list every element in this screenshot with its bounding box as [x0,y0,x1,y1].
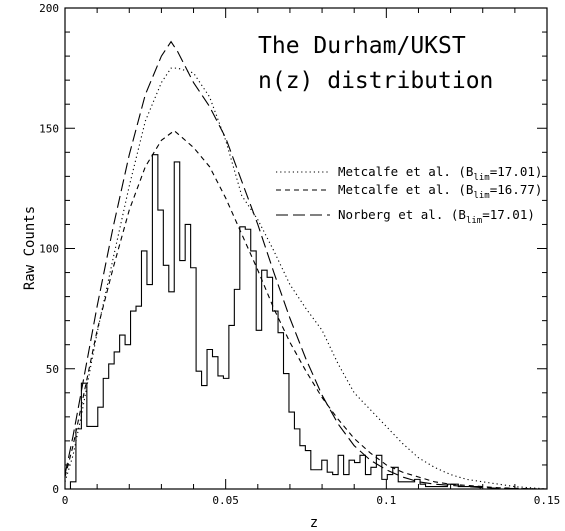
y-axis-title: Raw Counts [22,206,38,290]
x-tick-label: 0.1 [376,494,396,507]
x-tick-label: 0.15 [534,494,561,507]
legend-label-1: Metcalfe et al. (Blim=17.01) [338,164,542,183]
y-tick-label: 50 [46,363,59,376]
y-tick-label: 200 [39,2,59,15]
x-axis-title: z [310,515,318,531]
x-tick-label: 0.05 [212,494,239,507]
tick-labels: 0 0.05 0.1 0.15 0 50 100 150 200 [39,2,560,507]
model-curves [64,40,548,490]
series-line-2 [64,129,548,490]
legend-label-3: Norberg et al. (Blim=17.01) [338,207,535,226]
y-tick-label: 100 [39,243,59,256]
x-tick-label: 0 [62,494,69,507]
series-line-1 [64,67,548,490]
y-tick-label: 0 [52,483,59,496]
chart-title-line-1: The Durham/UKST [258,33,466,59]
legend-label-2: Metcalfe et al. (Blim=16.77) [338,182,542,201]
histogram-steps [69,154,481,489]
series-line-3 [64,40,548,490]
axis-ticks [64,7,548,490]
chart-title-line-2: n(z) distribution [258,68,493,94]
y-tick-label: 150 [39,122,59,135]
legend: Metcalfe et al. (Blim=17.01)Metcalfe et … [276,164,542,226]
histogram [69,154,481,489]
